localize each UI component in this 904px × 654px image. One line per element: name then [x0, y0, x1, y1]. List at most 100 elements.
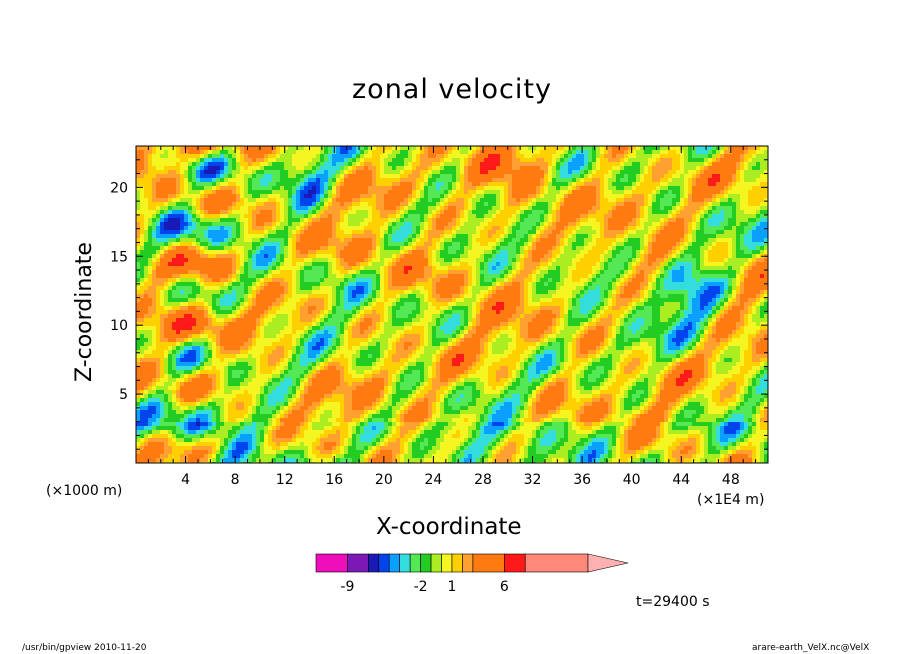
field-cell: [560, 174, 565, 179]
field-cell: [640, 230, 645, 235]
field-cell: [536, 214, 541, 219]
field-cell: [548, 218, 553, 223]
field-cell: [564, 238, 569, 243]
field-cell: [604, 222, 609, 227]
field-cell: [640, 242, 645, 247]
field-cell: [296, 270, 301, 275]
field-cell: [368, 178, 373, 183]
field-cell: [240, 222, 245, 227]
field-cell: [408, 218, 413, 223]
field-cell: [552, 230, 557, 235]
field-cell: [180, 166, 185, 171]
field-cell: [688, 198, 693, 203]
field-cell: [568, 166, 573, 171]
field-cell: [516, 222, 521, 227]
field-cell: [320, 242, 325, 247]
field-cell: [716, 234, 721, 239]
field-cell: [448, 154, 453, 159]
field-cell: [232, 246, 237, 251]
field-cell: [408, 234, 413, 239]
field-cell: [668, 198, 673, 203]
field-cell: [288, 258, 293, 263]
field-cell: [728, 250, 733, 255]
field-cell: [228, 174, 233, 179]
field-cell: [464, 230, 469, 235]
field-cell: [704, 202, 709, 207]
field-cell: [472, 226, 477, 231]
field-cell: [156, 222, 161, 227]
field-cell: [444, 182, 449, 187]
field-cell: [672, 150, 677, 155]
field-cell: [476, 170, 481, 175]
field-cell: [424, 258, 429, 263]
field-cell: [636, 218, 641, 223]
field-cell: [232, 262, 237, 267]
field-cell: [588, 182, 593, 187]
field-cell: [504, 162, 509, 167]
field-cell: [440, 254, 445, 259]
field-cell: [624, 254, 629, 259]
field-cell: [268, 186, 273, 191]
field-cell: [700, 246, 705, 251]
field-cell: [572, 258, 577, 263]
field-cell: [344, 270, 349, 275]
field-cell: [532, 266, 537, 271]
field-cell: [416, 206, 421, 211]
field-cell: [584, 222, 589, 227]
field-cell: [416, 174, 421, 179]
field-cell: [140, 182, 145, 187]
field-cell: [528, 178, 533, 183]
field-cell: [512, 190, 517, 195]
field-cell: [332, 202, 337, 207]
field-cell: [704, 150, 709, 155]
field-cell: [312, 178, 317, 183]
field-cell: [472, 158, 477, 163]
field-cell: [356, 186, 361, 191]
field-cell: [320, 178, 325, 183]
field-cell: [560, 150, 565, 155]
field-cell: [164, 190, 169, 195]
field-cell: [456, 190, 461, 195]
field-cell: [364, 166, 369, 171]
field-cell: [612, 166, 617, 171]
field-cell: [164, 174, 169, 179]
field-cell: [492, 266, 497, 271]
field-cell: [752, 182, 757, 187]
field-cell: [380, 174, 385, 179]
field-cell: [632, 174, 637, 179]
field-cell: [164, 214, 169, 219]
field-cell: [392, 202, 397, 207]
field-cell: [432, 262, 437, 267]
field-cell: [136, 242, 141, 247]
field-cell: [528, 190, 533, 195]
field-cell: [388, 206, 393, 211]
field-cell: [668, 214, 673, 219]
field-cell: [252, 210, 257, 215]
field-cell: [692, 166, 697, 171]
field-cell: [364, 254, 369, 259]
field-cell: [632, 150, 637, 155]
field-cell: [316, 202, 321, 207]
field-cell: [428, 198, 433, 203]
field-cell: [644, 254, 649, 259]
field-cell: [284, 250, 289, 255]
field-cell: [552, 210, 557, 215]
field-cell: [592, 222, 597, 227]
field-cell: [416, 266, 421, 271]
field-cell: [492, 166, 497, 171]
field-cell: [640, 194, 645, 199]
field-cell: [368, 186, 373, 191]
field-cell: [164, 258, 169, 263]
field-cell: [528, 262, 533, 267]
field-cell: [704, 194, 709, 199]
field-cell: [228, 154, 233, 159]
field-cell: [412, 182, 417, 187]
field-cell: [572, 206, 577, 211]
field-cell: [748, 238, 753, 243]
field-cell: [608, 210, 613, 215]
field-cell: [576, 218, 581, 223]
field-cell: [556, 198, 561, 203]
field-cell: [596, 258, 601, 263]
field-cell: [172, 262, 177, 267]
field-cell: [476, 230, 481, 235]
